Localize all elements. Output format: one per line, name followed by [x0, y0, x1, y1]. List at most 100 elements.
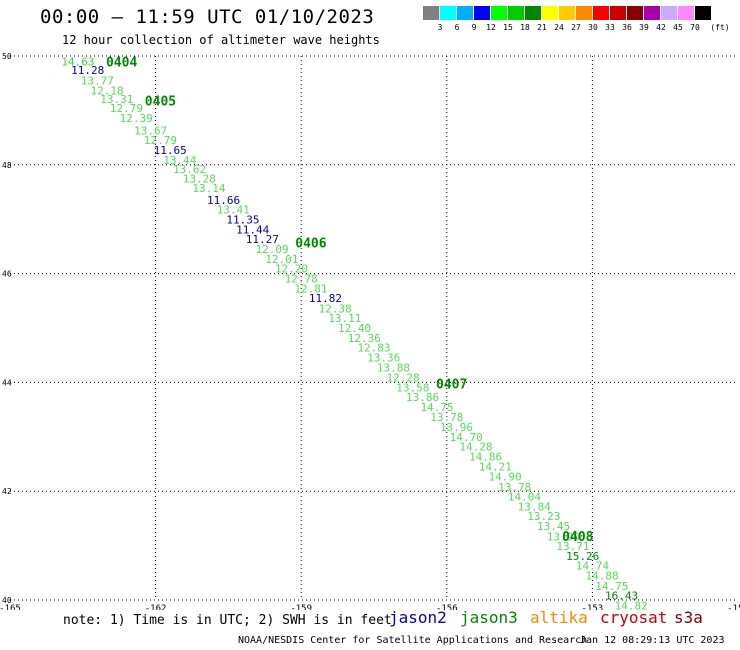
swh-point-label: 11.35 [226, 214, 259, 227]
swh-point-label: 12.83 [357, 342, 390, 355]
swh-point-label: 13.41 [217, 203, 250, 216]
legend-swatch [593, 6, 609, 20]
legend-label: 33 [605, 23, 615, 32]
time-label: 0406 [295, 237, 326, 252]
wave-height-plot: -165 -162 -159 -156 -153 -150 40 42 44 46 48 50 14.6… [0, 52, 740, 610]
legend-swatch [610, 6, 626, 20]
legend-label: 12 [486, 23, 496, 32]
swh-point-label: 12.39 [120, 112, 153, 125]
swh-point-label: 11.65 [154, 144, 187, 157]
swh-point-label: 14.70 [450, 431, 483, 444]
swh-point-label: 13.14 [192, 182, 225, 195]
x-tick-label: -156 [436, 604, 458, 610]
swh-point-label: 16.43 [605, 590, 638, 603]
chart-subtitle: 12 hour collection of altimeter wave hei… [62, 33, 380, 47]
legend-swatch [644, 6, 660, 20]
swh-point-label: 14.86 [469, 450, 502, 463]
y-tick-label: 40 [2, 596, 12, 605]
legend-swatch [542, 6, 558, 20]
swh-point-label: 11.44 [236, 224, 269, 237]
legend-swatch [440, 6, 456, 20]
swh-point-label: 13.36 [367, 351, 400, 364]
time-label: 0405 [145, 95, 176, 110]
swh-point-label: 13.28 [183, 172, 216, 185]
legend-label: 36 [622, 23, 632, 32]
generated-timestamp: Jan 12 08:29:13 UTC 2023 [580, 635, 725, 646]
swh-point-label: 11.66 [207, 194, 240, 207]
swh-point-label: 13.44 [163, 154, 196, 167]
legend-swatch [491, 6, 507, 20]
swh-point-label: 13.67 [134, 125, 167, 138]
legend-swatch [474, 6, 490, 20]
swh-point-label: 14.21 [479, 461, 512, 474]
swh-point-label: 14.82 [615, 599, 648, 610]
mission-jason3: jason3 [460, 608, 518, 627]
swh-point-label: 14.04 [508, 491, 541, 504]
swh-point-label: 13.78 [430, 411, 463, 424]
swh-point-label: 12.78 [285, 272, 318, 285]
swh-point-label: 14.75 [421, 401, 454, 414]
swh-point-label: 13.78 [498, 481, 531, 494]
swh-point-label: 14.63 [61, 55, 94, 68]
legend-swatch [508, 6, 524, 20]
swh-point-label: 13.58 [396, 381, 429, 394]
y-tick-label: 44 [2, 378, 12, 387]
swh-point-label: 14.74 [576, 560, 609, 573]
legend-label: 6 [454, 23, 460, 32]
time-label: 0404 [106, 55, 137, 70]
legend-label: 9 [471, 23, 477, 32]
swh-point-label: 12.36 [348, 332, 381, 345]
swh-point-label: 11.28 [71, 64, 104, 77]
mission-s3a: s3a [674, 608, 703, 627]
swh-point-label: 14.28 [459, 441, 492, 454]
legend-unit: (ft) [710, 23, 730, 32]
swh-point-label: 12.18 [91, 84, 124, 97]
mission-cryosat: cryosat [600, 608, 668, 627]
swh-point-label: 13.90 [547, 530, 580, 543]
legend-label: 24 [554, 23, 564, 32]
time-label: 0408 [562, 530, 593, 545]
swh-point-label: 13.96 [440, 421, 473, 434]
legend-swatch [576, 6, 592, 20]
footnote: note: 1) Time is in UTC; 2) SWH is in fe… [63, 613, 392, 628]
legend-label: 45 [673, 23, 683, 32]
legend-swatch [661, 6, 677, 20]
legend-label: 21 [537, 23, 547, 32]
swh-point-label: 12.40 [338, 322, 371, 335]
legend-swatch [457, 6, 473, 20]
swh-point-label: 13.23 [527, 510, 560, 523]
legend-label: 3 [437, 23, 443, 32]
swh-point-label: 11.82 [309, 292, 342, 305]
y-tick-label: 42 [2, 487, 12, 496]
x-tick-label: -165 [0, 604, 21, 610]
swh-point-label: 13.11 [328, 312, 361, 325]
legend-swatch [559, 6, 575, 20]
swh-point-label: 13.31 [100, 93, 133, 106]
swh-point-label: 13.77 [81, 74, 114, 87]
legend-label: 42 [656, 23, 666, 32]
legend-swatch [678, 6, 694, 20]
chart-title: 00:00 – 11:59 UTC 01/10/2023 [40, 6, 375, 28]
swh-point-label: 12.38 [319, 302, 352, 315]
mission-altika: altika [530, 608, 588, 627]
swh-point-label: 12.81 [294, 282, 327, 295]
y-tick-label: 46 [2, 270, 12, 279]
legend-label: 39 [639, 23, 649, 32]
x-tick-label: -162 [145, 604, 167, 610]
time-label: 0407 [436, 377, 467, 392]
swh-point-label: 13.86 [406, 391, 439, 404]
x-tick-label: -150 [727, 604, 740, 610]
y-tick-label: 48 [2, 161, 12, 170]
legend-swatch [525, 6, 541, 20]
x-tick-label: -153 [582, 604, 604, 610]
swh-point-label: 13.62 [173, 163, 206, 176]
legend-label: 70 [690, 23, 700, 32]
mission-jason2: jason2 [389, 608, 447, 627]
swh-point-label: 13.88 [377, 362, 410, 375]
legend-swatch [695, 6, 711, 20]
swh-point-label: 13.71 [556, 540, 589, 553]
swh-point-label: 12.20 [275, 263, 308, 276]
y-tick-label: 50 [2, 52, 12, 61]
swh-point-label: 13.45 [537, 520, 570, 533]
legend-label: 18 [520, 23, 530, 32]
